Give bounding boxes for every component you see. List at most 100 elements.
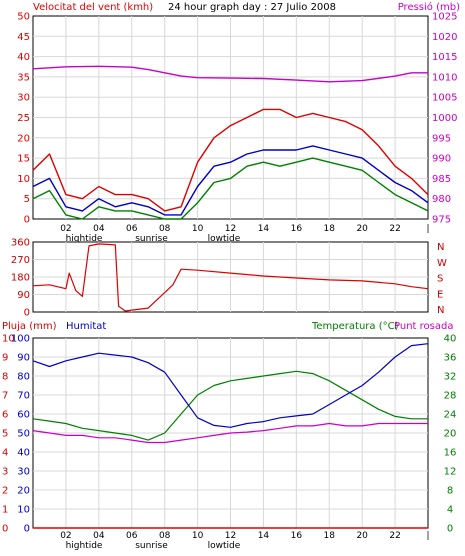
wind-axis-tick: 45 [17,32,30,43]
pressure-axis-tick: 1020 [432,32,457,43]
x-event-label: lowtide [208,541,241,551]
dewpoint-line [32,422,428,444]
wind-label: Velocitat del vent (kmh) [33,2,153,13]
compass-label: N [437,242,444,253]
temperature-axis-tick: 36 [444,353,457,364]
humidity-axis-tick: 20 [17,486,30,497]
rain-axis-tick: 2 [2,486,8,497]
chart-title: 24 hour graph day : 27 Julio 2008 [168,2,336,13]
wind-axis-tick: 0 [24,215,30,226]
x-tick-label: 12 [225,531,236,541]
humidity-axis-tick: 80 [17,372,30,383]
wind-axis-tick: 40 [17,52,30,63]
direction-axis-tick: 180 [11,273,30,284]
temperature-axis-tick: 32 [444,372,457,383]
humidity-axis-tick: 10 [17,505,30,516]
x-tick-label: 06 [126,531,138,541]
x-event-label: hightide [66,541,103,551]
gust-line [32,157,429,220]
rain-axis-tick: 1 [2,505,8,516]
pressure-axis-tick: 1015 [432,52,457,63]
temperature-axis-tick: 4 [447,505,453,516]
x-tick-label: 02 [60,224,71,234]
rain-axis-tick: 10 [2,334,15,345]
pressure-label: Pressió (mb) [398,1,460,13]
x-tick-label: 02 [60,531,71,541]
wind-axis-tick: 10 [17,174,30,185]
dewpoint-label: Punt rosada [394,321,453,332]
wind-avg-line [32,145,429,216]
wind-speed-line [32,108,429,212]
temperature-axis-tick: 0 [447,524,453,535]
x-tick-label: 12 [225,224,236,234]
temperature-axis-tick: 20 [444,429,457,440]
wind-axis-tick: 5 [24,194,30,205]
rain-axis-tick: 3 [2,467,8,478]
rain-axis-tick: 4 [2,448,8,459]
x-tick-label: | [426,531,429,541]
pressure-axis-tick: 975 [432,215,451,226]
x-tick-label: 14 [258,531,270,541]
compass-label: S [437,274,443,285]
temperature-axis-tick: 28 [444,391,457,402]
pressure-line [32,65,428,83]
pressure-axis-tick: 990 [432,154,451,165]
humidity-line [32,343,429,428]
pressure-axis-tick: 1025 [432,12,457,23]
wind-axis-tick: 30 [17,93,30,104]
x-tick-label: 20 [356,224,368,234]
temperature-axis-tick: 24 [444,410,457,421]
temperature-axis-tick: 8 [447,486,453,497]
rain-label: Pluja (mm) [2,321,57,332]
x-tick-label: 22 [389,531,400,541]
wind-axis-tick: 35 [17,72,30,83]
x-tick-label: 10 [192,224,204,234]
temperature-axis-tick: 40 [444,334,457,345]
x-tick-label: 16 [291,531,303,541]
pressure-axis-tick: 995 [432,133,451,144]
x-event-label: sunrise [135,541,168,551]
x-event-label: sunrise [135,234,168,244]
temperature-axis-tick: 16 [444,448,457,459]
wind-axis-tick: 50 [17,12,30,23]
humidity-axis-tick: 100 [11,334,30,345]
rain-axis-tick: 6 [2,410,8,421]
wind-axis-tick: 20 [17,133,30,144]
humidity-axis-tick: 0 [24,524,30,535]
compass-label: E [437,289,443,300]
pressure-axis-tick: 980 [432,194,451,205]
humidity-axis-tick: 90 [17,353,30,364]
compass-label: W [437,258,447,269]
wind-axis-tick: 15 [17,154,30,165]
x-tick-label: | [426,224,429,234]
temperature-label: Temperatura (°C) [311,321,399,332]
humidity-axis-tick: 40 [17,448,30,459]
rain-axis-tick: 0 [2,524,8,535]
x-tick-label: 22 [389,224,400,234]
pressure-axis-tick: 1010 [432,72,457,83]
humidity-label: Humitat [66,321,106,332]
x-tick-label: 08 [159,531,171,541]
direction-axis-tick: 270 [11,255,30,266]
temperature-axis-tick: 12 [444,467,457,478]
direction-axis-tick: 360 [11,238,30,249]
x-tick-label: 10 [192,531,204,541]
x-tick-label: 06 [126,224,138,234]
temperature-line [32,370,428,441]
x-tick-label: 20 [356,531,368,541]
pressure-axis-tick: 1000 [432,113,457,124]
rain-axis-tick: 7 [2,391,8,402]
direction-line [32,243,429,312]
direction-axis-tick: 90 [17,290,30,301]
pressure-axis-tick: 985 [432,174,451,185]
humidity-axis-tick: 60 [17,410,30,421]
rain-axis-tick: 5 [2,429,8,440]
x-tick-label: 18 [324,224,336,234]
humidity-axis-tick: 50 [17,429,30,440]
direction-axis-tick: 0 [24,308,30,319]
wind-axis-tick: 25 [17,113,30,124]
pressure-axis-tick: 1005 [432,93,457,104]
compass-label: N [437,305,444,316]
x-tick-label: 04 [93,224,105,234]
